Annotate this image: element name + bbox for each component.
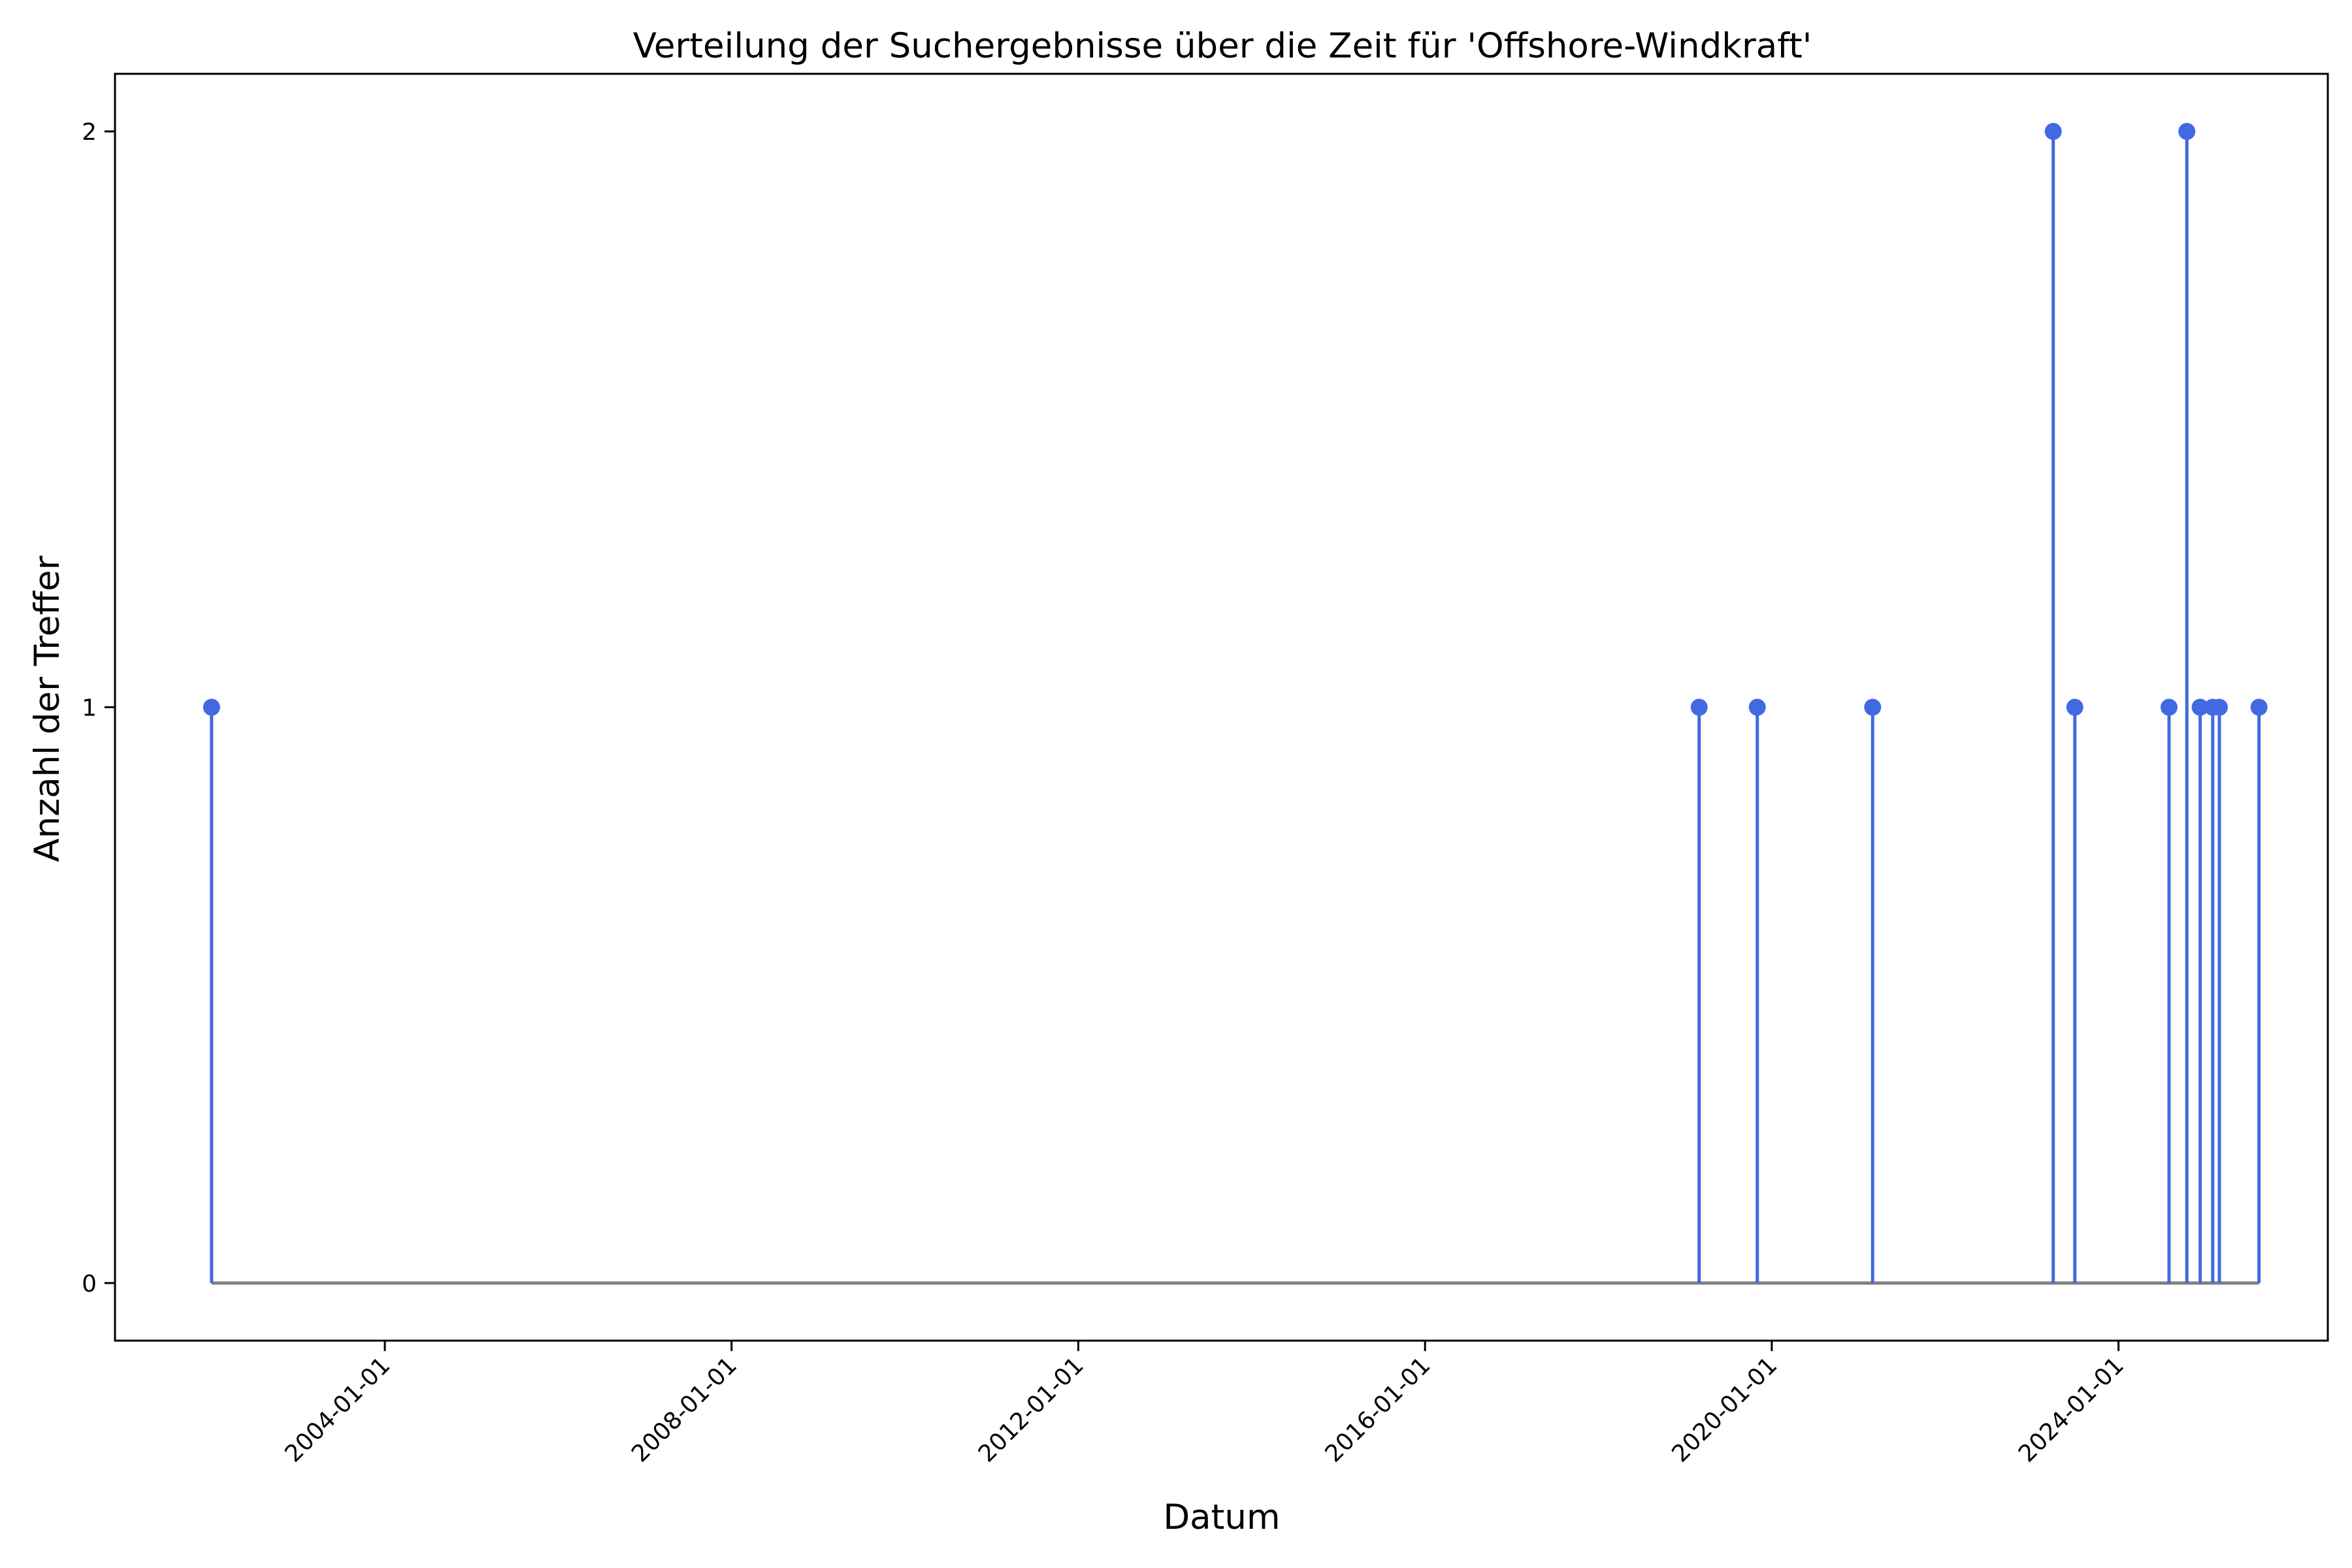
y-tick-label: 2 (82, 119, 97, 146)
stem-marker (1690, 698, 1708, 716)
stem-marker (2191, 698, 2209, 716)
y-axis: 0 1 2 (82, 119, 115, 1298)
stem-marker (1748, 698, 1766, 716)
y-tick-label: 0 (82, 1271, 97, 1298)
y-axis-label: Anzahl der Treffer (27, 555, 67, 862)
stem-marker (1864, 698, 1882, 716)
y-tick-label: 1 (82, 695, 97, 722)
stem-marker (2160, 698, 2178, 716)
stem-marker (2178, 123, 2196, 140)
stem-marker (2210, 698, 2228, 716)
plot-area (203, 123, 2268, 1285)
stem-marker (2044, 123, 2062, 140)
x-axis-label: Datum (1163, 1497, 1280, 1537)
chart-title: Verteilung der Suchergebnisse über die Z… (633, 26, 1812, 66)
stem-marker (2066, 698, 2083, 716)
stem-marker (203, 698, 220, 716)
stem-marker (2250, 698, 2268, 716)
